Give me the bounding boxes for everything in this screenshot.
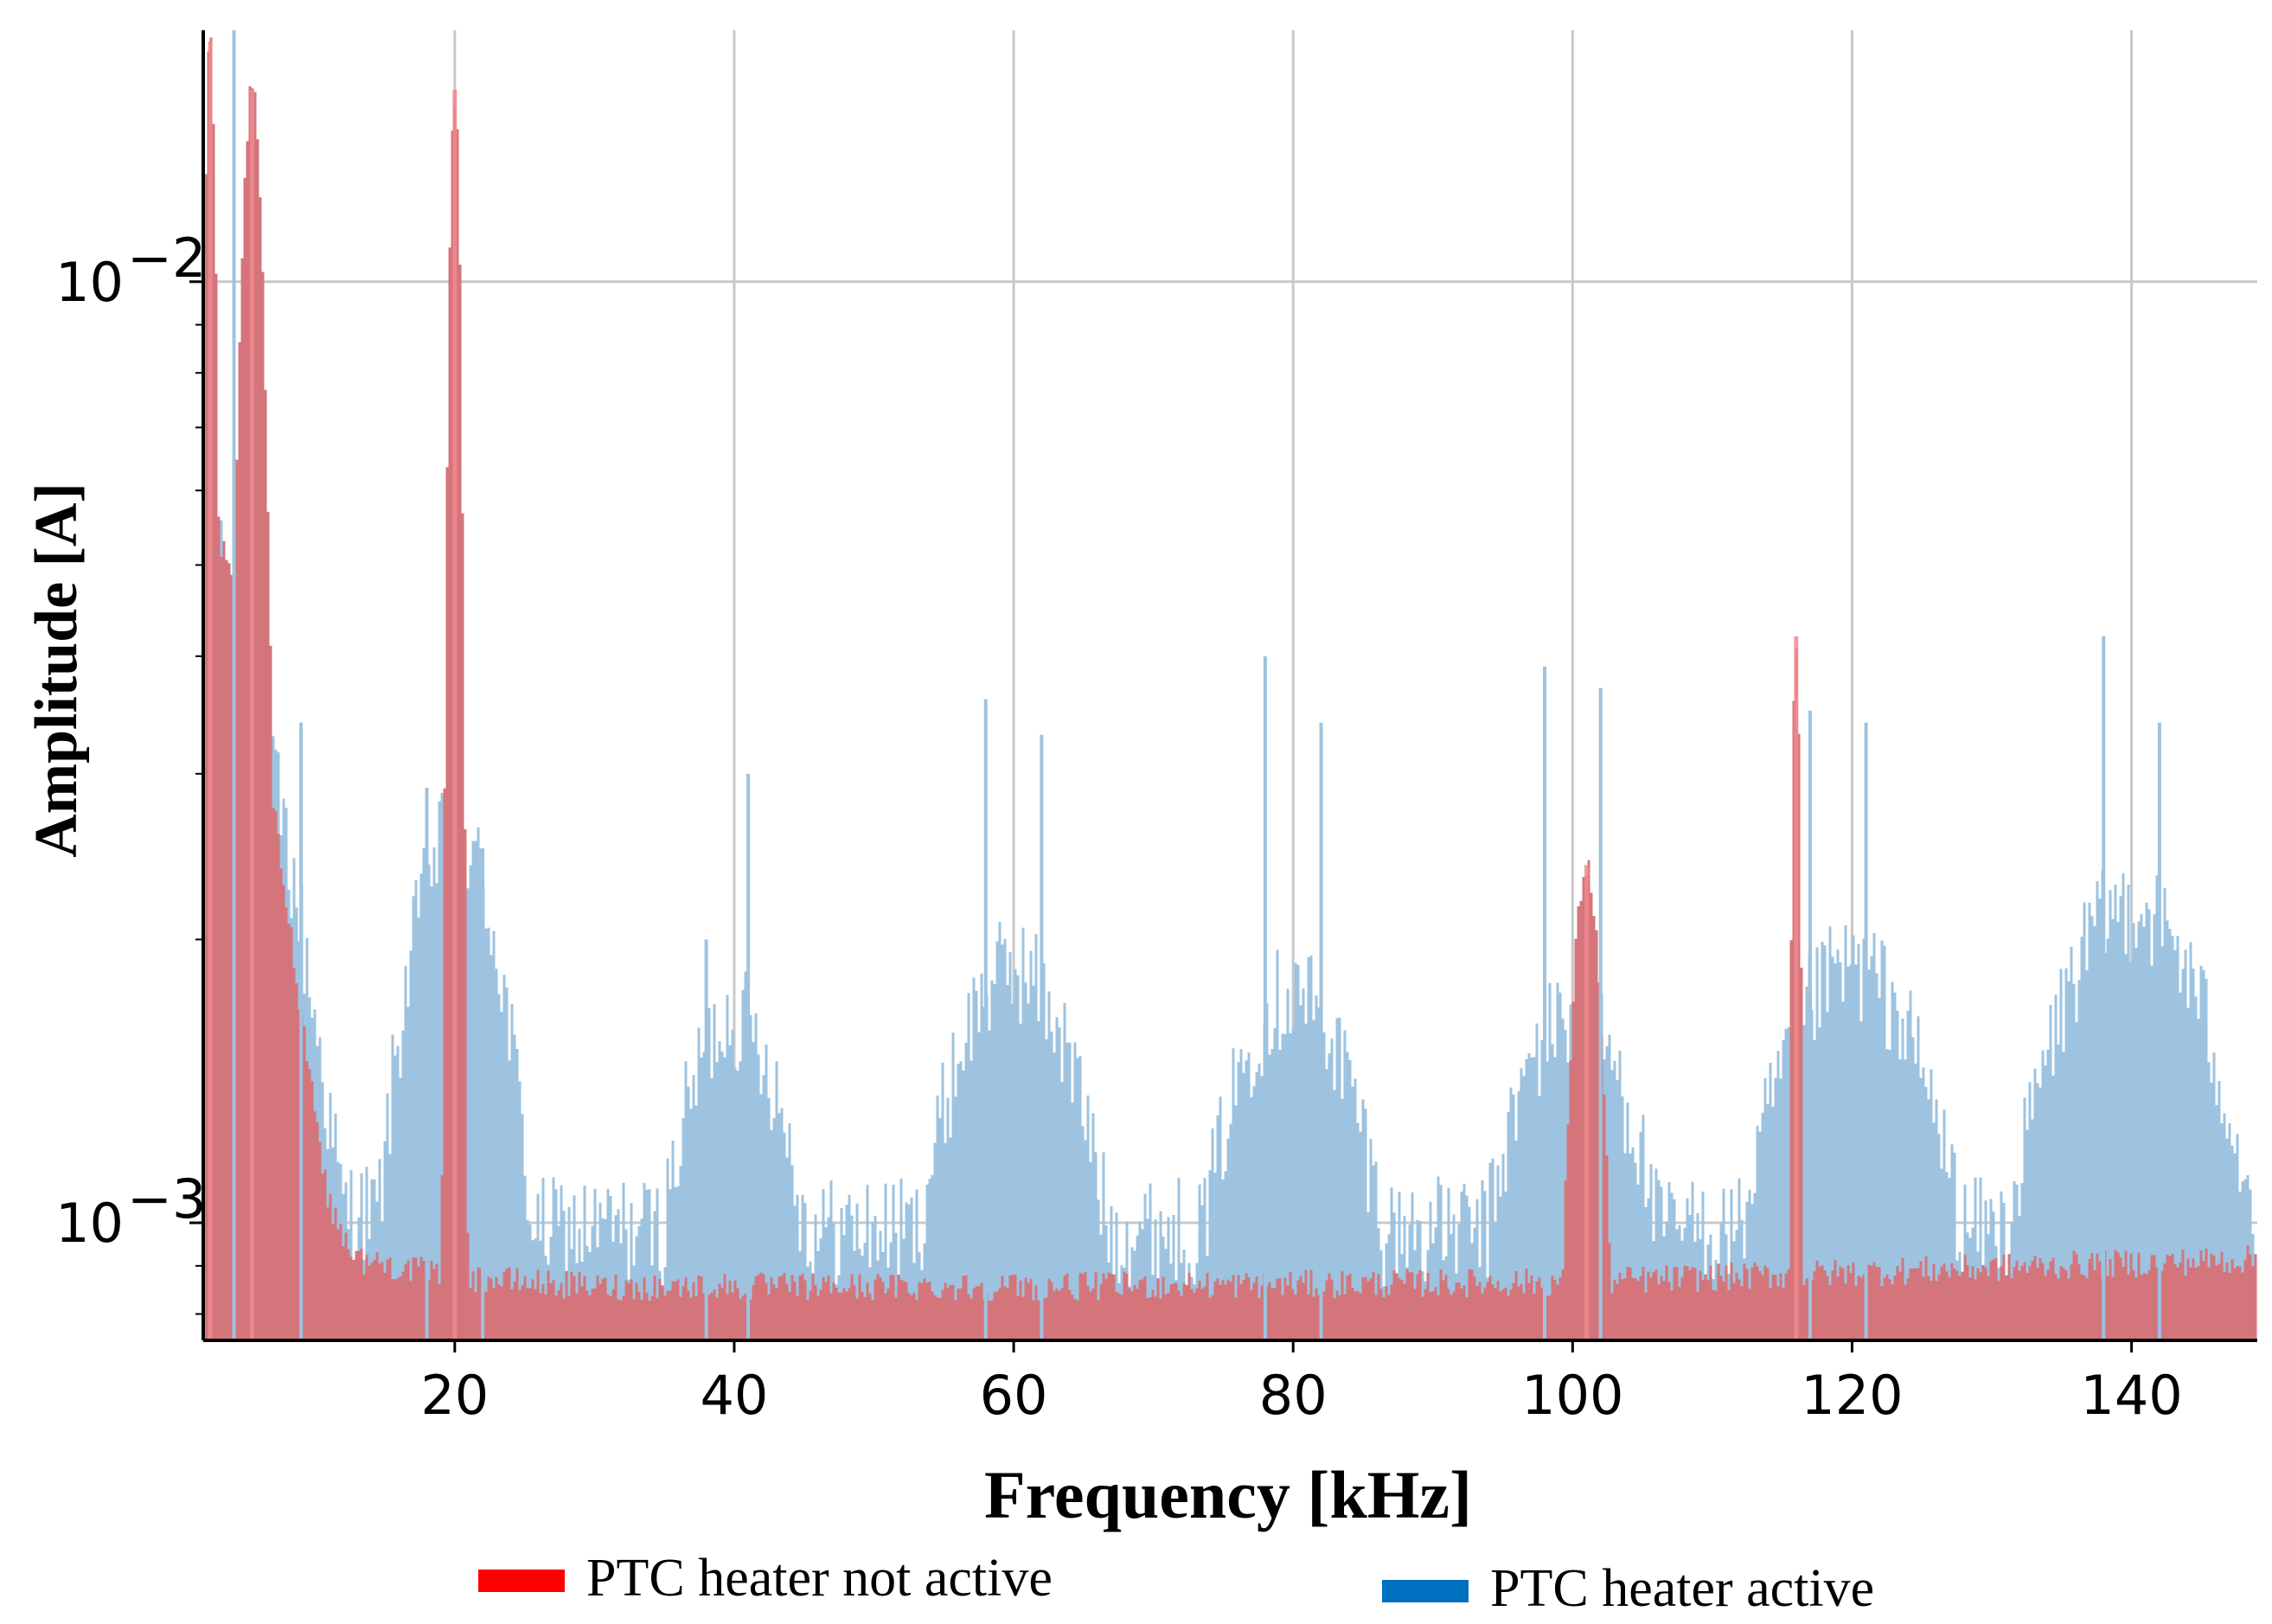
legend-swatch-active [1382,1580,1469,1602]
y-axis-title: Amplitude [A] [23,483,90,858]
y-tick-label-base: 10 [55,1192,124,1255]
x-axis-title: Frequency [kHz] [984,1457,1472,1532]
y-ticks: 10−210−3 [55,227,206,1255]
y-minor-ticks [195,323,203,1315]
series-inactive-peaks [208,41,1799,1340]
legend-swatch-not-active [478,1570,565,1592]
x-ticks: 20 40 60 80 100 120 140 [420,1340,2183,1427]
x-tick-label: 60 [980,1364,1048,1427]
x-tick-label: 20 [420,1364,489,1427]
series-active-spikes [232,30,2161,1340]
y-tick-label-exponent: −3 [127,1167,206,1231]
series-inactive-bars [203,37,2257,1340]
x-tick-label: 140 [2080,1364,2182,1427]
series-layer [203,30,2257,1340]
legend-label-active: PTC heater active [1490,1559,1874,1618]
legend: PTC heater not active PTC heater active [478,1549,1874,1618]
x-tick-label: 100 [1521,1364,1623,1427]
x-tick-label: 40 [700,1364,768,1427]
y-tick-label-base: 10 [55,251,124,314]
x-tick-label: 80 [1259,1364,1328,1427]
y-tick-label-exponent: −2 [127,227,206,290]
legend-label-not-active: PTC heater not active [586,1549,1053,1608]
x-tick-label: 120 [1801,1364,1903,1427]
